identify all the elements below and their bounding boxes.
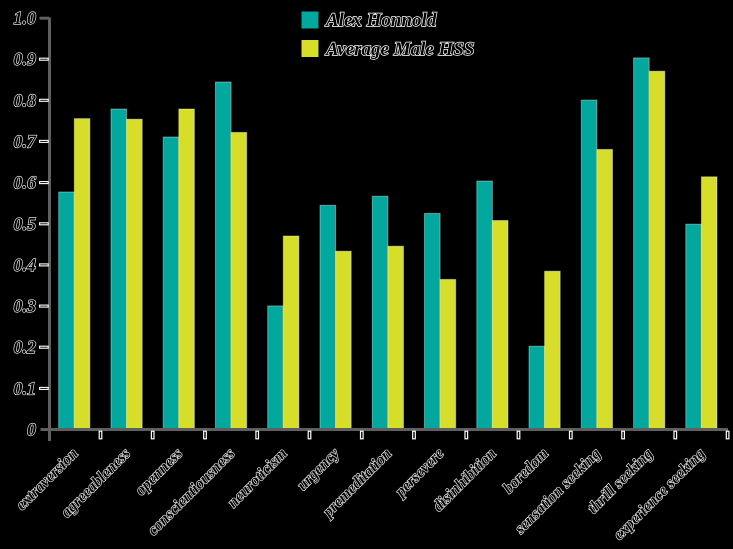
svg-text:Average Male HSS: Average Male HSS	[325, 39, 474, 60]
svg-text:0.4: 0.4	[14, 255, 37, 275]
svg-text:Alex Honnold: Alex Honnold	[325, 10, 437, 31]
svg-text:1.0: 1.0	[14, 8, 37, 28]
svg-text:0.5: 0.5	[14, 214, 37, 234]
svg-text:0: 0	[27, 420, 36, 440]
svg-text:0.6: 0.6	[14, 173, 37, 193]
svg-text:0.8: 0.8	[14, 90, 37, 110]
svg-text:0.2: 0.2	[14, 337, 37, 357]
svg-text:0.7: 0.7	[14, 131, 38, 151]
svg-text:0.9: 0.9	[14, 49, 37, 69]
svg-text:0.3: 0.3	[14, 296, 37, 316]
svg-text:0.1: 0.1	[14, 378, 37, 398]
